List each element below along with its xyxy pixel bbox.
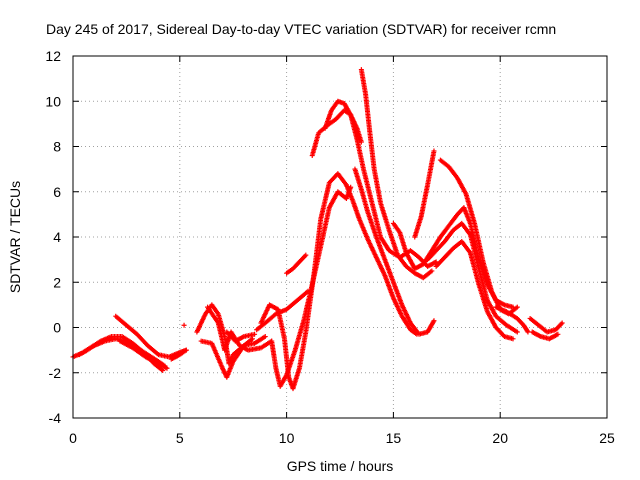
plot-frame bbox=[72, 55, 608, 419]
data-point-marker bbox=[358, 139, 364, 145]
data-point-marker bbox=[414, 331, 420, 337]
data-point-marker bbox=[305, 288, 311, 294]
y-tick-label: -2 bbox=[49, 365, 62, 381]
y-tick-label: 0 bbox=[53, 320, 61, 336]
series-track-8 bbox=[198, 336, 255, 380]
data-point-marker bbox=[303, 252, 309, 258]
data-point-marker bbox=[514, 329, 520, 335]
series-track-19 bbox=[343, 182, 420, 337]
series-track-25 bbox=[493, 304, 531, 335]
data-point-marker bbox=[559, 320, 565, 326]
y-tick-label: 6 bbox=[53, 184, 61, 200]
series-track-18 bbox=[352, 166, 437, 337]
data-point-marker bbox=[555, 331, 561, 337]
x-tick-label: 10 bbox=[279, 430, 295, 446]
series-track-6 bbox=[181, 322, 187, 328]
series-track-14 bbox=[284, 252, 309, 276]
data-point-marker bbox=[510, 336, 516, 342]
series-track-17 bbox=[358, 67, 435, 281]
series-track-5 bbox=[168, 347, 189, 362]
data-point-marker bbox=[429, 268, 435, 274]
series-track-12 bbox=[269, 184, 354, 389]
x-tick-label: 5 bbox=[176, 430, 184, 446]
series-track-13 bbox=[254, 288, 311, 333]
series-track-26 bbox=[527, 315, 565, 335]
data-point-marker bbox=[181, 322, 187, 328]
grid-lines bbox=[73, 56, 607, 418]
data-point-marker bbox=[431, 148, 437, 154]
data-point-marker bbox=[160, 367, 166, 373]
y-axis-label: SDTVAR / TECUs bbox=[7, 181, 23, 293]
y-tick-label: 4 bbox=[53, 229, 61, 245]
data-point-marker bbox=[514, 304, 520, 310]
series-track-22 bbox=[437, 157, 520, 317]
data-point-marker bbox=[525, 329, 531, 335]
y-tick-label: 8 bbox=[53, 139, 61, 155]
x-tick-label: 25 bbox=[599, 430, 615, 446]
data-point-marker bbox=[164, 365, 170, 371]
y-tick-label: -4 bbox=[49, 410, 62, 426]
y-tick-label: 2 bbox=[53, 274, 61, 290]
series-track-27 bbox=[529, 329, 561, 342]
y-axis-ticks: -4 -2 0 2 4 6 8 10 12 bbox=[45, 48, 607, 426]
series-track-16 bbox=[322, 98, 439, 269]
x-tick-label: 20 bbox=[492, 430, 508, 446]
y-tick-label: 10 bbox=[45, 93, 61, 109]
data-point-marker bbox=[348, 184, 354, 190]
chart-title: Day 245 of 2017, Sidereal Day-to-day VTE… bbox=[46, 21, 556, 37]
x-tick-label: 15 bbox=[386, 430, 402, 446]
series-track-23 bbox=[425, 220, 520, 335]
data-point-marker bbox=[252, 331, 258, 337]
series-track-10 bbox=[224, 329, 258, 344]
data-points bbox=[70, 67, 565, 392]
x-tick-label: 0 bbox=[69, 430, 77, 446]
data-point-marker bbox=[249, 336, 255, 342]
x-axis-label: GPS time / hours bbox=[287, 458, 394, 474]
data-point-marker bbox=[262, 334, 268, 340]
series-track-4 bbox=[117, 338, 170, 371]
series-track-21 bbox=[412, 148, 437, 240]
series-track-24 bbox=[433, 239, 516, 342]
data-point-marker bbox=[431, 318, 437, 324]
data-point-marker bbox=[183, 347, 189, 353]
y-tick-label: 12 bbox=[45, 48, 61, 64]
